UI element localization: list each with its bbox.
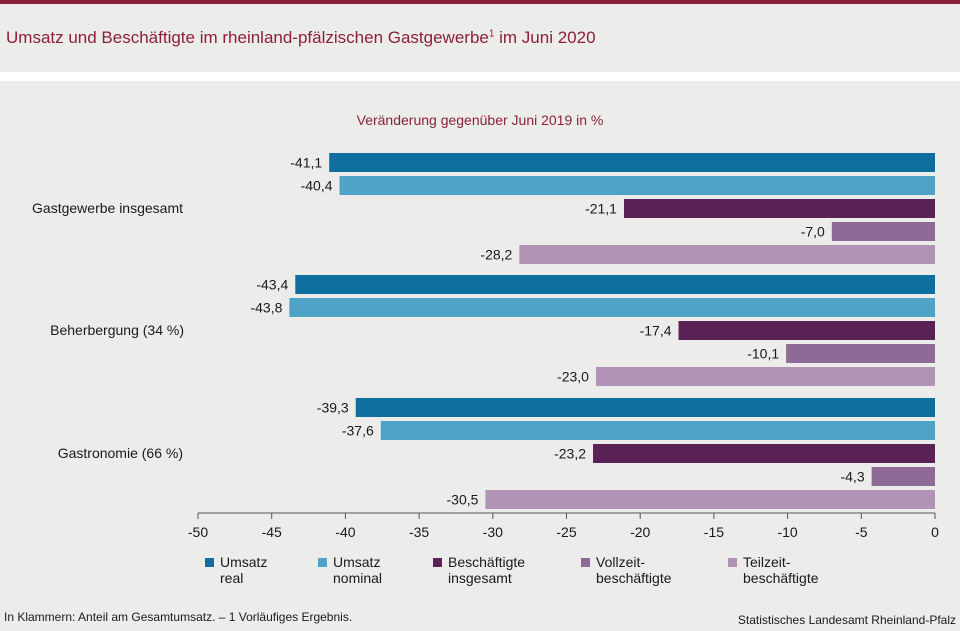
category-label: Gastronomie (66 %) xyxy=(57,444,183,461)
bar xyxy=(623,199,935,218)
data-label: -37,6 xyxy=(342,423,374,439)
legend-label-line: Teilzeit- xyxy=(743,554,791,570)
data-label: -41,1 xyxy=(290,155,322,171)
bar xyxy=(485,490,935,509)
category-label: Beherbergung (34 %) xyxy=(50,321,184,338)
legend-item: Vollzeit-beschäftigte xyxy=(581,554,706,586)
legend-label: Umsatz real xyxy=(220,554,330,586)
bar xyxy=(339,176,935,195)
x-tick-label: -35 xyxy=(409,524,429,540)
legend-label: Vollzeit-beschäftigte xyxy=(596,554,706,586)
legend-item: Umsatz nominal xyxy=(318,554,443,586)
bar xyxy=(519,245,935,264)
data-label: -4,3 xyxy=(840,469,864,485)
data-label: -10,1 xyxy=(747,346,779,362)
legend-label: Umsatz nominal xyxy=(333,554,443,586)
legend-swatch xyxy=(728,558,737,567)
legend-label-line: Umsatz xyxy=(220,554,268,570)
data-label: -23,0 xyxy=(557,369,589,385)
x-tick-label: -5 xyxy=(855,524,868,540)
source-note: Statistisches Landesamt Rheinland-Pfalz xyxy=(737,613,956,627)
bar xyxy=(329,153,935,172)
legend-label-line: nominal xyxy=(333,570,383,586)
legend-label-line: Vollzeit- xyxy=(596,554,646,570)
data-label: -17,4 xyxy=(640,323,672,339)
legend-item: Umsatz real xyxy=(205,554,330,586)
bar xyxy=(595,367,935,386)
x-tick-label: -10 xyxy=(777,524,797,540)
data-label: -28,2 xyxy=(480,247,512,263)
legend-item: Beschäftigte insgesamt xyxy=(433,554,558,586)
legend-label-line: insgesamt xyxy=(448,570,512,586)
legend-label-line: beschäftigte xyxy=(743,570,819,586)
bar xyxy=(295,275,935,294)
x-tick-label: -20 xyxy=(630,524,650,540)
bar xyxy=(593,444,935,463)
bar xyxy=(355,398,935,417)
legend-label-line: Beschäftigte xyxy=(448,554,526,570)
legend-swatch xyxy=(581,558,590,567)
x-tick-label: -50 xyxy=(188,524,208,540)
bar xyxy=(380,421,935,440)
bar xyxy=(786,344,935,363)
legend-label-line: Umsatz xyxy=(333,554,381,570)
legend-item: Teilzeit-beschäftigte xyxy=(728,554,853,586)
chart-title: Umsatz und Beschäftigte im rheinland-pfä… xyxy=(6,28,596,48)
legend-swatch xyxy=(318,558,327,567)
x-tick-label: -30 xyxy=(483,524,503,540)
data-label: -7,0 xyxy=(801,224,825,240)
footnote: In Klammern: Anteil am Gesamtumsatz. – 1… xyxy=(4,610,353,624)
bar xyxy=(289,298,935,317)
chart-title-suffix: im Juni 2020 xyxy=(494,28,596,47)
x-tick-label: -45 xyxy=(262,524,282,540)
x-tick-label: 0 xyxy=(931,524,939,540)
bar xyxy=(831,222,935,241)
data-label: -21,1 xyxy=(585,201,617,217)
chart-subtitle: Veränderung gegenüber Juni 2019 in % xyxy=(356,112,604,128)
legend-label-line: real xyxy=(220,570,244,586)
data-label: -43,4 xyxy=(256,277,288,293)
legend-swatch xyxy=(205,558,214,567)
data-label: -40,4 xyxy=(301,178,333,194)
chart-title-text: Umsatz und Beschäftigte im rheinland-pfä… xyxy=(6,28,489,47)
data-label: -30,5 xyxy=(447,492,479,508)
x-tick-label: -25 xyxy=(556,524,576,540)
legend-swatch xyxy=(433,558,442,567)
legend-label: Beschäftigte insgesamt xyxy=(448,554,558,586)
legend-label: Teilzeit-beschäftigte xyxy=(743,554,853,586)
legend-label-line: beschäftigte xyxy=(596,570,672,586)
data-label: -23,2 xyxy=(554,446,586,462)
top-rule xyxy=(0,0,960,4)
title-band xyxy=(0,4,960,72)
x-tick-label: -15 xyxy=(704,524,724,540)
data-label: -43,8 xyxy=(250,300,282,316)
separator xyxy=(0,72,960,81)
category-label: Gastgewerbe insgesamt xyxy=(32,199,183,216)
x-tick-label: -40 xyxy=(335,524,355,540)
legend: Umsatz real Umsatz nominal Beschäftigte insge… xyxy=(0,554,960,594)
data-label: -39,3 xyxy=(317,400,349,416)
chart-title-footnote-mark: 1 xyxy=(488,28,495,40)
bar xyxy=(871,467,935,486)
bar xyxy=(678,321,935,340)
